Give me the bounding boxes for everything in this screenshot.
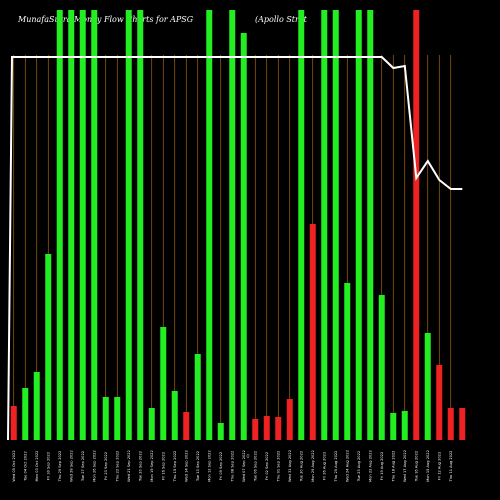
x-tick-label: Mon 26 Sep 2022 (92, 450, 96, 482)
x-tick-label: Wed 14 Sep 2022 (184, 450, 188, 482)
bar (22, 388, 29, 440)
bar (217, 423, 224, 440)
bar (183, 412, 190, 440)
x-tick-label: Tue 06 Sep 2022 (253, 451, 257, 482)
x-tick-label: Tue 04 Oct 2022 (23, 451, 27, 482)
bar (125, 10, 132, 440)
x-tick-label: Fri 23 Sep 2022 (104, 452, 108, 480)
chart-subtitle: (Apollo Strat (255, 15, 308, 24)
x-tick-label: Thu 18 Aug 2022 (391, 451, 395, 483)
bar (102, 397, 109, 440)
x-tick-label: Mon 22 Aug 2022 (368, 450, 372, 482)
x-tick-label: Thu 11 Aug 2022 (449, 451, 453, 483)
x-tick-label: Fri 26 Aug 2022 (322, 452, 326, 480)
bar (56, 10, 63, 440)
bar (367, 10, 374, 440)
bar (390, 413, 397, 440)
bar (436, 365, 443, 440)
x-tick-label: Wed 31 Aug 2022 (288, 450, 292, 482)
bar (286, 399, 293, 440)
bar (137, 10, 144, 440)
bar (332, 10, 339, 440)
x-tick-label: Tue 13 Sep 2022 (196, 451, 200, 482)
x-tick-label: Wed 28 Sep 2022 (69, 450, 73, 482)
x-tick-label: Thu 22 Sep 2022 (115, 451, 119, 483)
bar (413, 10, 420, 440)
x-tick-label: Thu 08 Sep 2022 (230, 451, 234, 483)
bar (206, 10, 213, 440)
x-tick-label: Mon 15 Aug 2022 (426, 450, 430, 482)
bar (45, 254, 52, 440)
bar (275, 417, 282, 440)
x-tick-label: Thu 15 Sep 2022 (173, 451, 177, 483)
bar (229, 10, 236, 440)
bars-group (10, 10, 466, 440)
bar (10, 406, 17, 440)
zero-label: 0 (246, 454, 249, 460)
bar (447, 408, 454, 440)
bar (263, 416, 270, 440)
bar (240, 33, 247, 440)
bar (401, 411, 408, 440)
bar (148, 408, 155, 440)
bar (298, 10, 305, 440)
bar (194, 354, 201, 440)
x-tick-label: Mon 03 Oct 2022 (35, 451, 39, 482)
x-tick-label: Tue 23 Aug 2022 (357, 451, 361, 482)
x-tick-label: Wed 05 Oct 2022 (12, 450, 16, 481)
x-tick-label: Fri 12 Aug 2022 (437, 452, 441, 480)
bar (355, 10, 362, 440)
x-tick-label: Tue 27 Sep 2022 (81, 451, 85, 482)
x-tick-label: Wed 07 Sep 2022 (242, 450, 246, 482)
x-tick-label: Wed 24 Aug 2022 (345, 450, 349, 482)
x-tick-label: Wed 17 Aug 2022 (403, 450, 407, 482)
x-tick-label: Fri 19 Aug 2022 (380, 452, 384, 480)
bar (309, 224, 316, 440)
x-tick-label: Mon 19 Sep 2022 (150, 450, 154, 482)
x-tick-label: Fri 30 Sep 2022 (46, 452, 50, 480)
bar (344, 283, 351, 440)
x-tick-labels: Wed 05 Oct 2022 Tue 04 Oct 2022 Mon 03 Oct… (12, 450, 453, 482)
bar (114, 397, 121, 440)
x-tick-label: Thu 29 Sep 2022 (58, 451, 62, 483)
bar (252, 419, 259, 440)
chart-title: MunafaSutra Money Flow Charts for APSG (17, 15, 194, 24)
x-tick-label: Tue 16 Aug 2022 (414, 451, 418, 482)
x-tick-label: Fri 16 Sep 2022 (161, 452, 165, 480)
x-tick-label: Fri 09 Sep 2022 (219, 452, 223, 480)
bar (33, 372, 40, 440)
x-tick-label: Tue 20 Sep 2022 (138, 451, 142, 482)
x-tick-label: Tue 30 Aug 2022 (299, 451, 303, 482)
bar (459, 408, 466, 440)
bar (171, 391, 178, 440)
x-tick-label: Mon 29 Aug 2022 (311, 450, 315, 482)
bar (321, 10, 328, 440)
bar (91, 10, 98, 440)
x-tick-label: Thu 01 Sep 2022 (276, 451, 280, 483)
x-tick-label: Fri 02 Sep 2022 (265, 452, 269, 480)
bar (79, 10, 86, 440)
bar (378, 295, 385, 440)
bar (424, 333, 431, 440)
bar (68, 10, 75, 440)
x-tick-label: Mon 12 Sep 2022 (207, 450, 211, 482)
x-tick-label: Wed 21 Sep 2022 (127, 450, 131, 482)
money-flow-line (7, 56, 463, 441)
bar (160, 327, 167, 440)
x-tick-label: Thu 25 Aug 2022 (334, 451, 338, 483)
